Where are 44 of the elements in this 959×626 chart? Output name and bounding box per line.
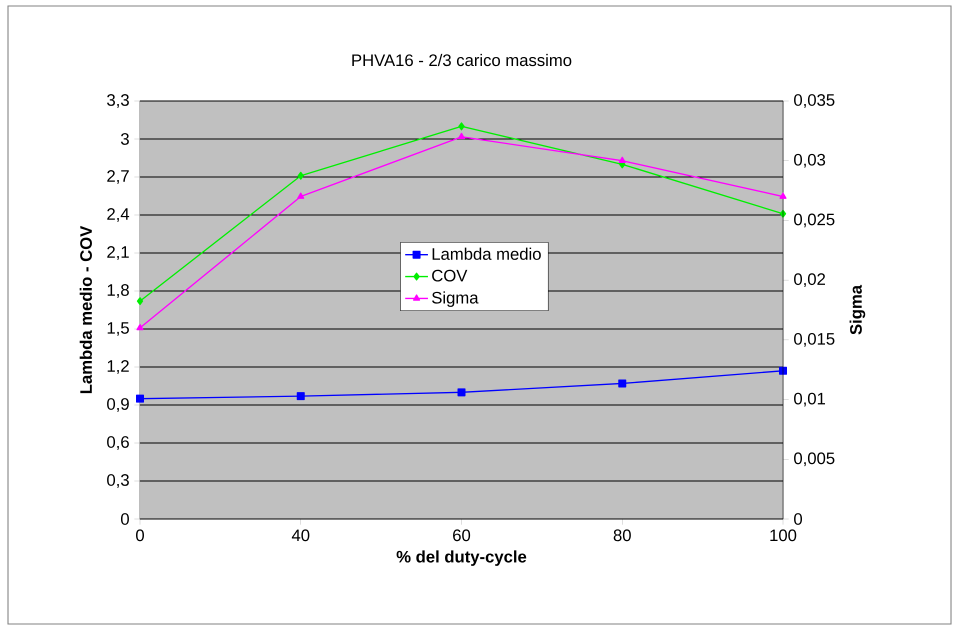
point [618,156,626,164]
y-tick-label: 1,5 [108,322,129,336]
y2-tick-label: 0,01 [794,392,826,406]
y-tick-label: 2,4 [107,208,130,222]
point [298,172,304,180]
point [136,394,144,403]
x-tick-label: 80 [614,529,631,542]
point [297,192,304,199]
y2-tick-label: 0,005 [794,452,834,466]
y-axis-title: Lambda medio - COV [80,226,92,394]
y-tick-label: 0,3 [107,474,129,488]
y-tick-label: 2,1 [107,246,129,260]
y-tick-label: 2,7 [107,170,129,184]
chart-title: PHVA16 - 2/3 carico massimo [352,54,572,66]
point [618,379,626,388]
y2-tick-label: 0 [794,513,802,525]
y-tick-label: 3 [120,133,129,145]
y-tick-label: 0,9 [107,398,129,412]
y2-tick-label: 0,015 [794,332,834,347]
x-tick-label: 100 [770,529,796,542]
x-tick-label: 40 [292,529,310,542]
point [458,122,465,130]
legend-label: COV [432,270,468,282]
y-tick-label: 0,6 [107,436,129,450]
y-tick-label: 3,3 [107,94,129,108]
y2-tick-label: 0,035 [794,94,834,108]
y2-axis-title: Sigma [850,284,866,335]
point [458,132,466,140]
legend-label: Lambda medio [432,248,541,260]
y-tick-label: 0 [120,513,129,525]
point [136,297,144,306]
y2-tick-label: 0,03 [794,154,826,168]
y2-tick-label: 0,02 [794,273,825,288]
y-tick-label: 1,2 [108,360,129,374]
y-tick-label: 1,8 [108,284,129,298]
point [296,392,305,400]
legend-label: Sigma [432,291,479,307]
y2-tick-label: 0,025 [794,214,834,228]
x-tick-label: 60 [453,529,470,542]
x-axis-title: % del duty-cycle [396,550,526,566]
point [779,192,787,199]
point [458,388,466,396]
x-tick-label: 0 [136,529,144,542]
point [136,324,144,330]
